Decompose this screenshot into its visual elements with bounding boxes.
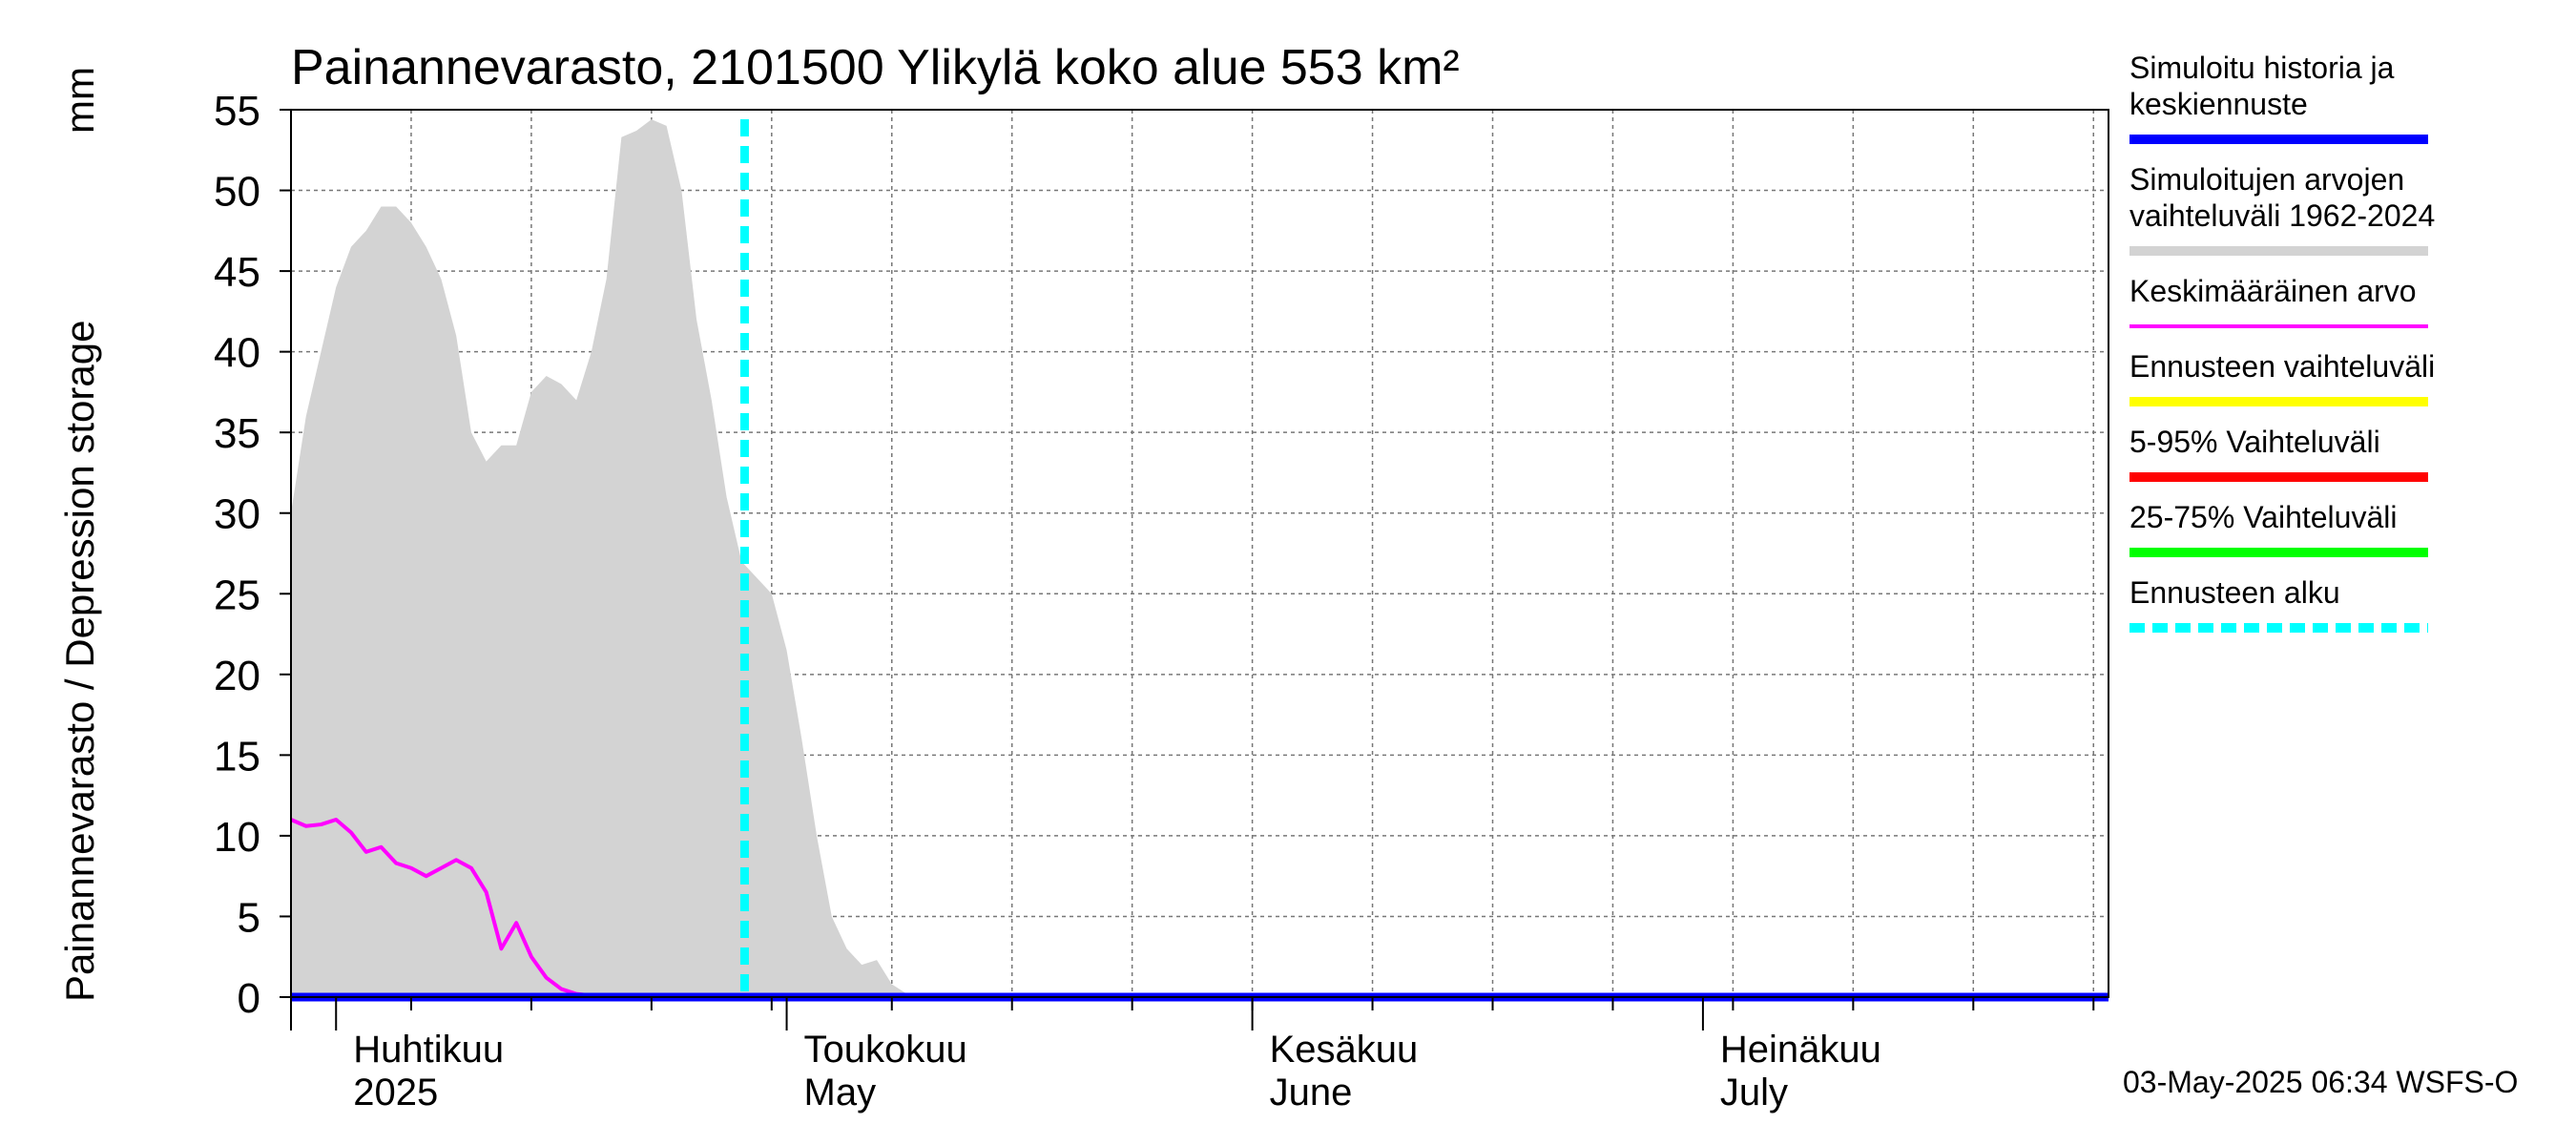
legend-label: Simuloitujen arvojen bbox=[2129, 162, 2404, 197]
y-axis-label: Painannevarasto / Depression storage bbox=[57, 321, 102, 1002]
month-label-en: July bbox=[1720, 1072, 1788, 1114]
y-tick-label: 25 bbox=[214, 572, 260, 618]
month-label-fi: Heinäkuu bbox=[1720, 1029, 1881, 1071]
legend-label: keskiennuste bbox=[2129, 87, 2308, 121]
y-tick-label: 30 bbox=[214, 491, 260, 538]
legend-label: 5-95% Vaihteluväli bbox=[2129, 425, 2380, 459]
y-tick-label: 0 bbox=[238, 975, 260, 1022]
y-tick-label: 15 bbox=[214, 733, 260, 780]
y-tick-label: 50 bbox=[214, 169, 260, 216]
y-tick-labels: 0 5 10 15 20 25 30 35 40 45 50 55 bbox=[214, 88, 260, 1022]
footer-timestamp: 03-May-2025 06:34 WSFS-O bbox=[2123, 1065, 2518, 1099]
y-axis-unit: mm bbox=[57, 67, 102, 134]
legend-label: Simuloitu historia ja bbox=[2129, 51, 2395, 85]
y-tick-label: 35 bbox=[214, 410, 260, 457]
y-tick-label: 45 bbox=[214, 249, 260, 296]
legend-label: Keskimääräinen arvo bbox=[2129, 274, 2417, 308]
y-tick-label: 10 bbox=[214, 814, 260, 861]
month-label-fi: Huhtikuu bbox=[353, 1029, 504, 1071]
y-tick-label: 5 bbox=[238, 894, 260, 941]
month-label-fi: Kesäkuu bbox=[1270, 1029, 1419, 1071]
axes bbox=[280, 109, 2109, 1030]
month-label-fi: Toukokuu bbox=[804, 1029, 967, 1071]
legend-label: Ennusteen vaihteluväli bbox=[2129, 349, 2435, 384]
month-label-en: 2025 bbox=[353, 1072, 438, 1114]
y-tick-label: 55 bbox=[214, 88, 260, 135]
month-label-en: June bbox=[1270, 1072, 1353, 1114]
month-label-en: May bbox=[804, 1072, 877, 1114]
legend-label: vaihteluväli 1962-2024 bbox=[2129, 198, 2435, 233]
y-tick-label: 20 bbox=[214, 653, 260, 699]
plot-frame bbox=[290, 109, 2109, 998]
legend-label: Ennusteen alku bbox=[2129, 575, 2340, 610]
range-band-area bbox=[291, 119, 2109, 998]
chart-title: Painannevarasto, 2101500 Ylikylä koko al… bbox=[291, 40, 1460, 95]
legend-label: 25-75% Vaihteluväli bbox=[2129, 500, 2397, 534]
y-tick-label: 40 bbox=[214, 330, 260, 377]
